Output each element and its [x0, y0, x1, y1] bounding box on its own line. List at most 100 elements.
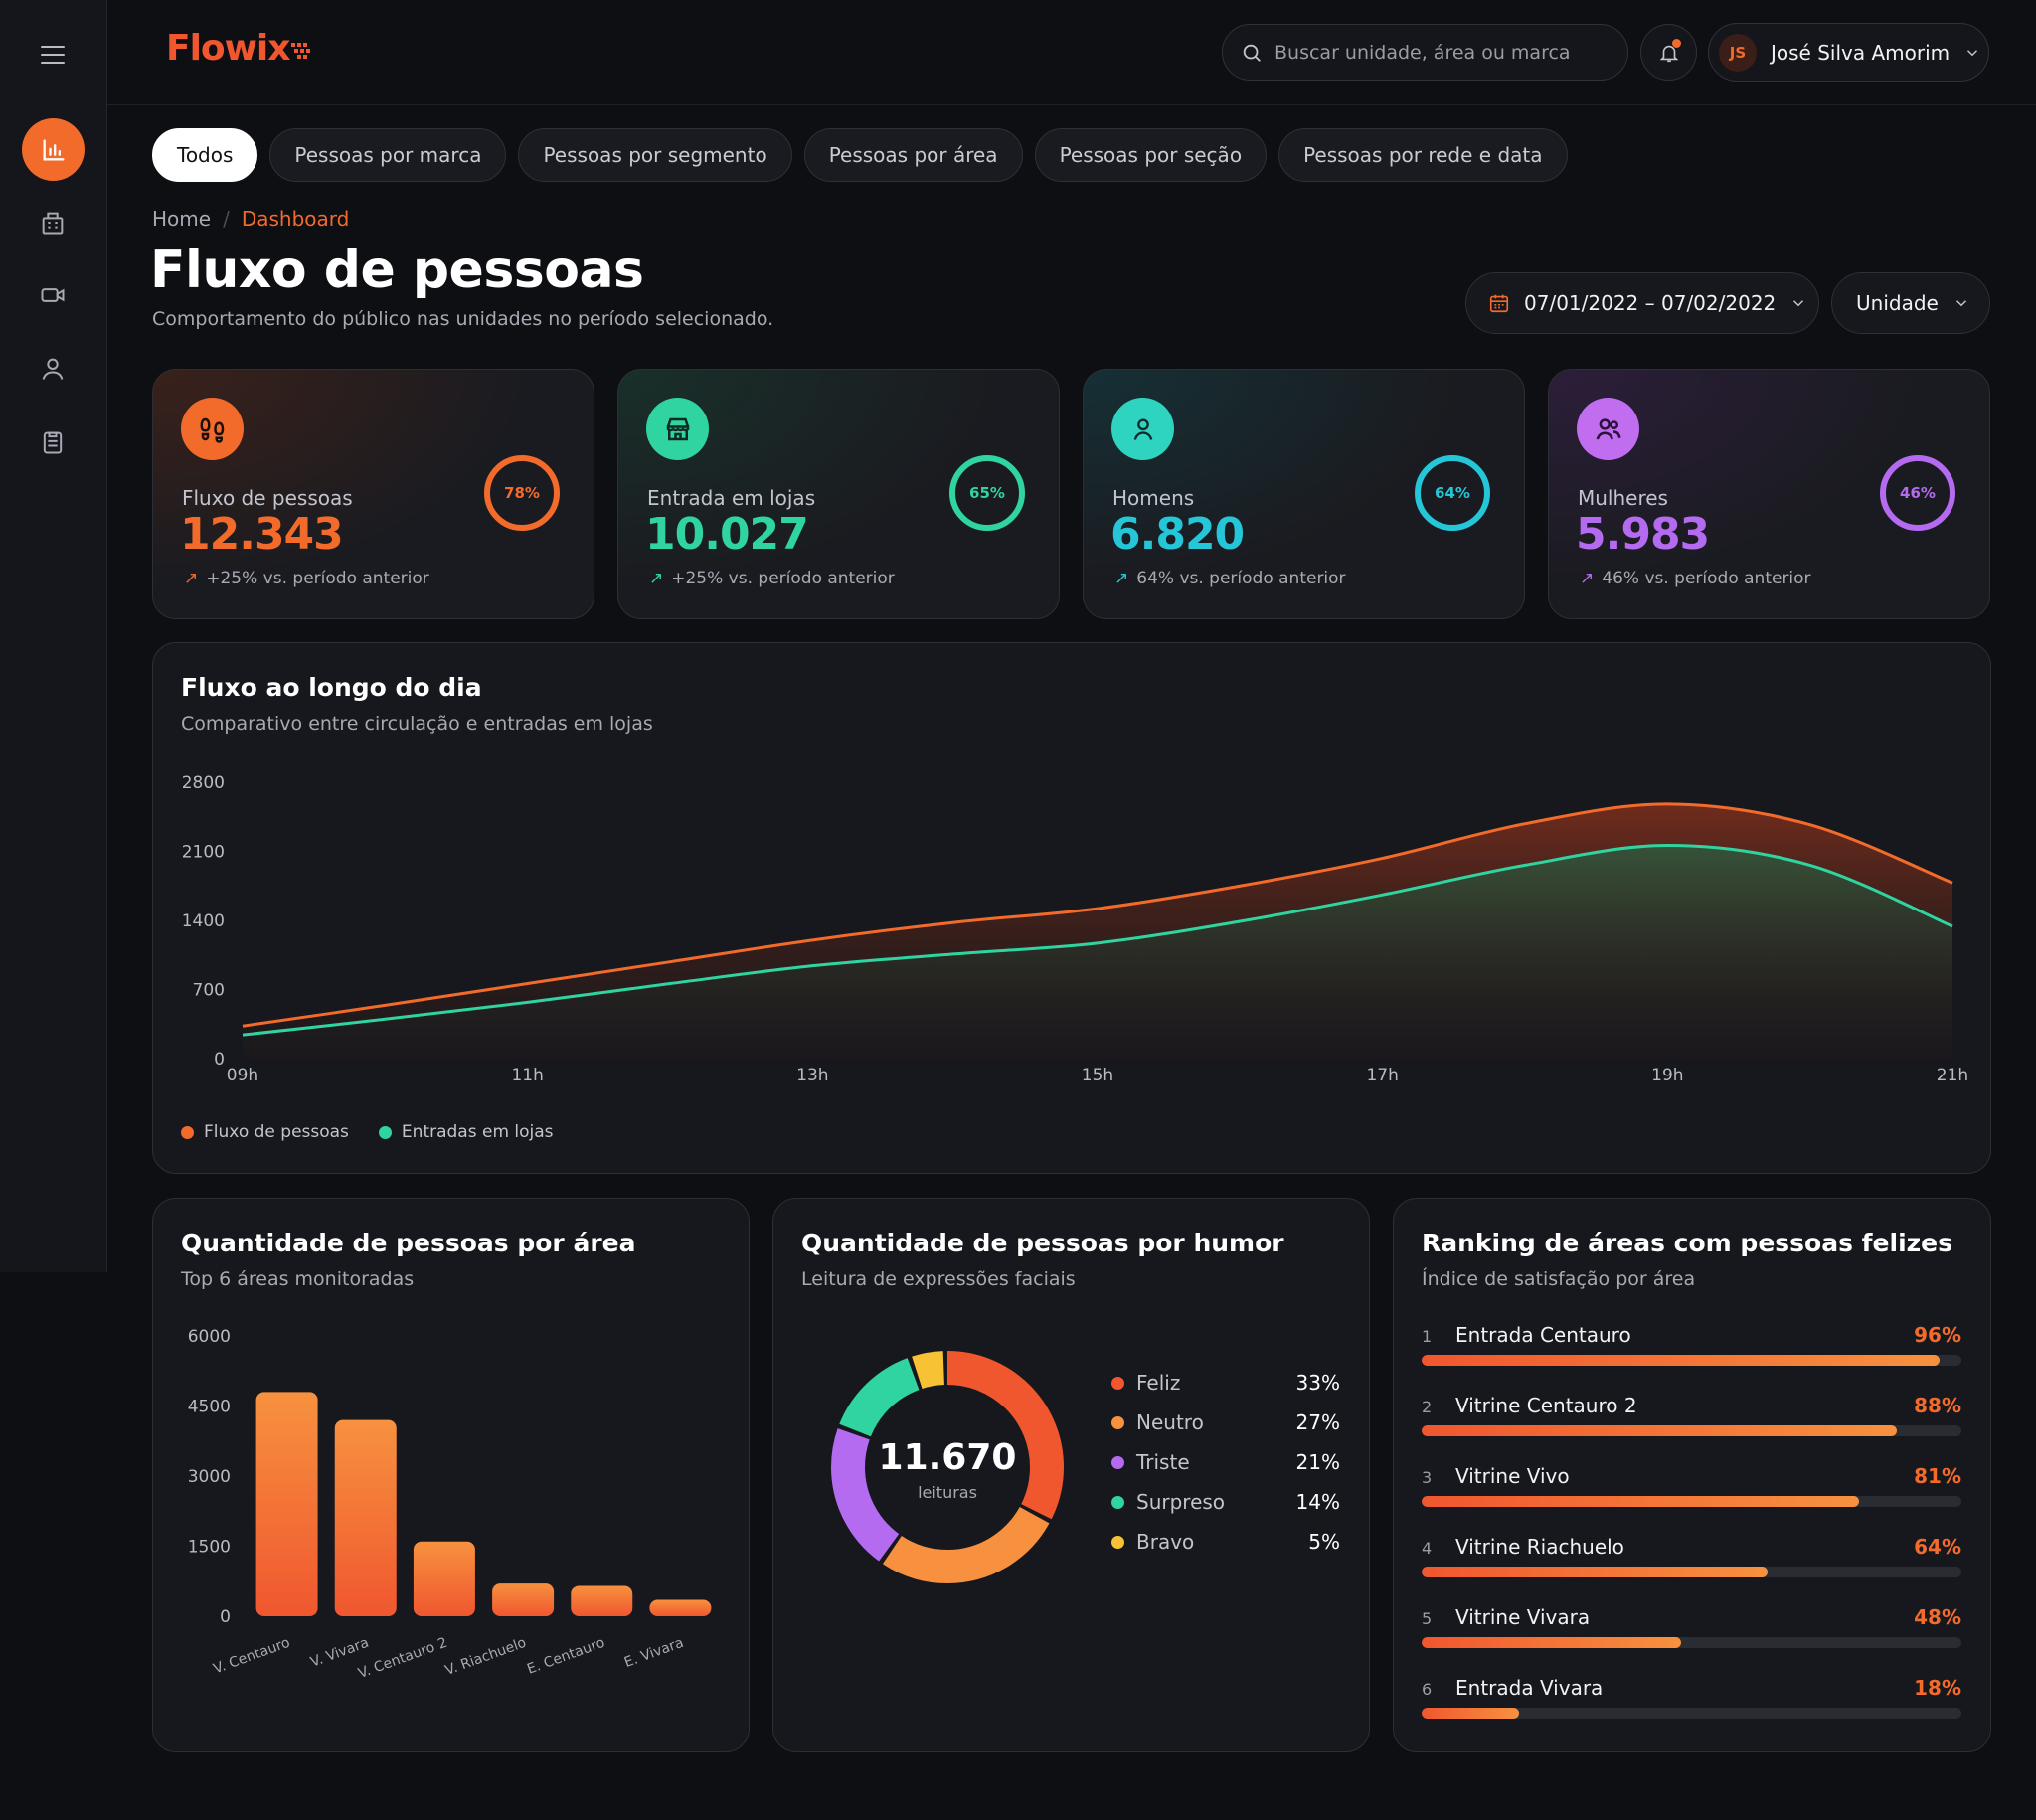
y-tick-label: 1400	[182, 911, 225, 931]
kpi-trend-text: +25% vs. período anterior	[206, 569, 429, 588]
y-tick-label: 4500	[188, 1398, 231, 1417]
unit-select-value: Unidade	[1856, 291, 1939, 315]
ranking-item[interactable]: 4 Vitrine Riachuelo 64%	[1422, 1535, 1961, 1605]
progress-ring	[1415, 455, 1490, 531]
kpi-card-homens[interactable]: Homens 6.820 ↗ 64% vs. período anterior 6…	[1083, 369, 1525, 619]
tab-bar: Todos Pessoas por marca Pessoas por segm…	[152, 128, 1568, 182]
kpi-label: Entrada em lojas	[647, 486, 816, 510]
legend-swatch	[1111, 1455, 1124, 1469]
x-tick-label: 13h	[796, 1066, 828, 1085]
y-tick-label: 700	[193, 981, 225, 1001]
donut-slice-triste[interactable]	[831, 1351, 1064, 1583]
tab-pessoas-por-segmento[interactable]: Pessoas por segmento	[518, 128, 792, 182]
notifications-button[interactable]	[1640, 24, 1697, 81]
legend-item[interactable]: Feliz 33%	[1111, 1363, 1340, 1403]
user-name: José Silva Amorim	[1771, 40, 1951, 65]
kpi-trend: ↗ +25% vs. período anterior	[184, 569, 429, 588]
user-menu[interactable]: JS José Silva Amorim	[1708, 23, 1989, 82]
legend-item[interactable]: Triste 21%	[1111, 1442, 1340, 1482]
user-icon[interactable]	[38, 354, 68, 384]
kpi-ring-label: 64%	[1435, 484, 1470, 502]
tab-pessoas-por-area[interactable]: Pessoas por área	[803, 128, 1023, 182]
kpi-card-fluxo[interactable]: Fluxo de pessoas 12.343 ↗ +25% vs. períod…	[152, 369, 594, 619]
legend-value: 5%	[1308, 1530, 1340, 1554]
kpi-ring-label: 78%	[504, 484, 540, 502]
rank-percent: 96%	[1914, 1323, 1961, 1347]
rank-progress-fill	[1422, 1355, 1941, 1366]
rank-name: Vitrine Vivo	[1455, 1464, 1570, 1488]
y-tick-label: 6000	[188, 1327, 231, 1347]
date-range-picker[interactable]: 07/01/2022 – 07/02/2022	[1465, 272, 1819, 334]
search-box[interactable]	[1222, 24, 1628, 81]
clipboard-icon[interactable]	[38, 427, 68, 457]
kpi-trend-text: 64% vs. período anterior	[1136, 569, 1346, 588]
rank-percent: 64%	[1914, 1535, 1961, 1559]
chevron-down-icon	[1955, 300, 1966, 307]
logo[interactable]: Flowix	[166, 28, 313, 69]
chevron-down-icon	[1793, 300, 1804, 307]
panel-title: Quantidade de pessoas por humor	[801, 1229, 1284, 1257]
tab-pessoas-por-marca[interactable]: Pessoas por marca	[269, 128, 507, 182]
ranking-item[interactable]: 1 Entrada Centauro 96%	[1422, 1323, 1961, 1394]
legend-item[interactable]: Bravo 5%	[1111, 1522, 1340, 1562]
tab-pessoas-por-rede-e-data[interactable]: Pessoas por rede e data	[1278, 128, 1568, 182]
panel-subtitle: Comparativo entre circulação e entradas …	[181, 713, 653, 735]
rank-number: 4	[1422, 1539, 1433, 1558]
footprints-icon	[181, 398, 244, 460]
trend-up-icon: ↗	[1114, 569, 1129, 588]
menu-icon[interactable]	[41, 46, 65, 66]
kpi-card-entrada[interactable]: Entrada em lojas 10.027 ↗ +25% vs. períod…	[617, 369, 1060, 619]
legend-item-entradas[interactable]: Entradas em lojas	[378, 1122, 554, 1142]
ranking-item[interactable]: 3 Vitrine Vivo 81%	[1422, 1464, 1961, 1535]
kpi-trend: ↗ 46% vs. período anterior	[1580, 569, 1811, 588]
legend-swatch	[378, 1125, 392, 1139]
chart-icon[interactable]	[22, 118, 85, 181]
area-bar-panel: Quantidade de pessoas por área Top 6 áre…	[152, 1198, 750, 1752]
breadcrumb-current: Dashboard	[241, 207, 350, 231]
logo-text: Flowix	[166, 28, 290, 69]
legend-item[interactable]: Neutro 27%	[1111, 1403, 1340, 1442]
ranking-item[interactable]: 2 Vitrine Centauro 2 88%	[1422, 1394, 1961, 1464]
bar[interactable]	[334, 1419, 397, 1616]
donut-slice-feliz[interactable]	[831, 1351, 1064, 1583]
rank-progress-fill	[1422, 1637, 1681, 1648]
ranking-item[interactable]: 6 Entrada Vivara 18%	[1422, 1676, 1961, 1746]
x-tick-label: 21h	[1937, 1066, 1968, 1085]
bar[interactable]	[492, 1583, 555, 1616]
kpi-label: Fluxo de pessoas	[182, 486, 353, 510]
bar[interactable]	[413, 1541, 475, 1616]
calendar-icon	[1489, 294, 1509, 313]
kpi-trend-text: +25% vs. período anterior	[671, 569, 895, 588]
breadcrumb-home[interactable]: Home	[152, 207, 212, 231]
tab-todos[interactable]: Todos	[152, 128, 258, 182]
rank-number: 1	[1422, 1327, 1433, 1346]
panel-title: Ranking de áreas com pessoas felizes	[1422, 1229, 1953, 1257]
donut-slice-neutro[interactable]	[831, 1351, 1064, 1583]
users-icon	[1577, 398, 1639, 460]
series-line-0[interactable]	[242, 802, 1953, 1028]
series-line-1[interactable]	[242, 844, 1953, 1037]
kpi-card-mulheres[interactable]: Mulheres 5.983 ↗ 46% vs. período anterior…	[1548, 369, 1990, 619]
bell-icon	[1659, 45, 1678, 62]
unit-select[interactable]: Unidade	[1831, 272, 1990, 334]
ranking-item[interactable]: 5 Vitrine Vivara 48%	[1422, 1605, 1961, 1676]
camera-icon[interactable]	[38, 280, 68, 310]
bar[interactable]	[649, 1599, 712, 1616]
panel-subtitle: Leitura de expressões faciais	[801, 1268, 1076, 1290]
legend-value: 27%	[1295, 1410, 1340, 1434]
mood-donut-chart	[831, 1351, 1064, 1583]
store-icon	[646, 398, 709, 460]
x-tick-label: 17h	[1366, 1066, 1398, 1085]
ranking-list: 1 Entrada Centauro 96% 2 Vitrine Centauro 2…	[1422, 1323, 1961, 1746]
rank-number: 6	[1422, 1680, 1433, 1699]
legend-item-fluxo[interactable]: Fluxo de pessoas	[181, 1122, 349, 1142]
bar[interactable]	[571, 1585, 633, 1616]
building-icon[interactable]	[38, 208, 68, 238]
tab-pessoas-por-secao[interactable]: Pessoas por seção	[1034, 128, 1268, 182]
rank-percent: 81%	[1914, 1464, 1961, 1488]
search-input[interactable]	[1274, 41, 1593, 64]
legend-label: Fluxo de pessoas	[204, 1122, 349, 1142]
x-tick-label: 11h	[511, 1066, 543, 1085]
legend-item[interactable]: Surpreso 14%	[1111, 1482, 1340, 1522]
bar[interactable]	[255, 1392, 318, 1616]
